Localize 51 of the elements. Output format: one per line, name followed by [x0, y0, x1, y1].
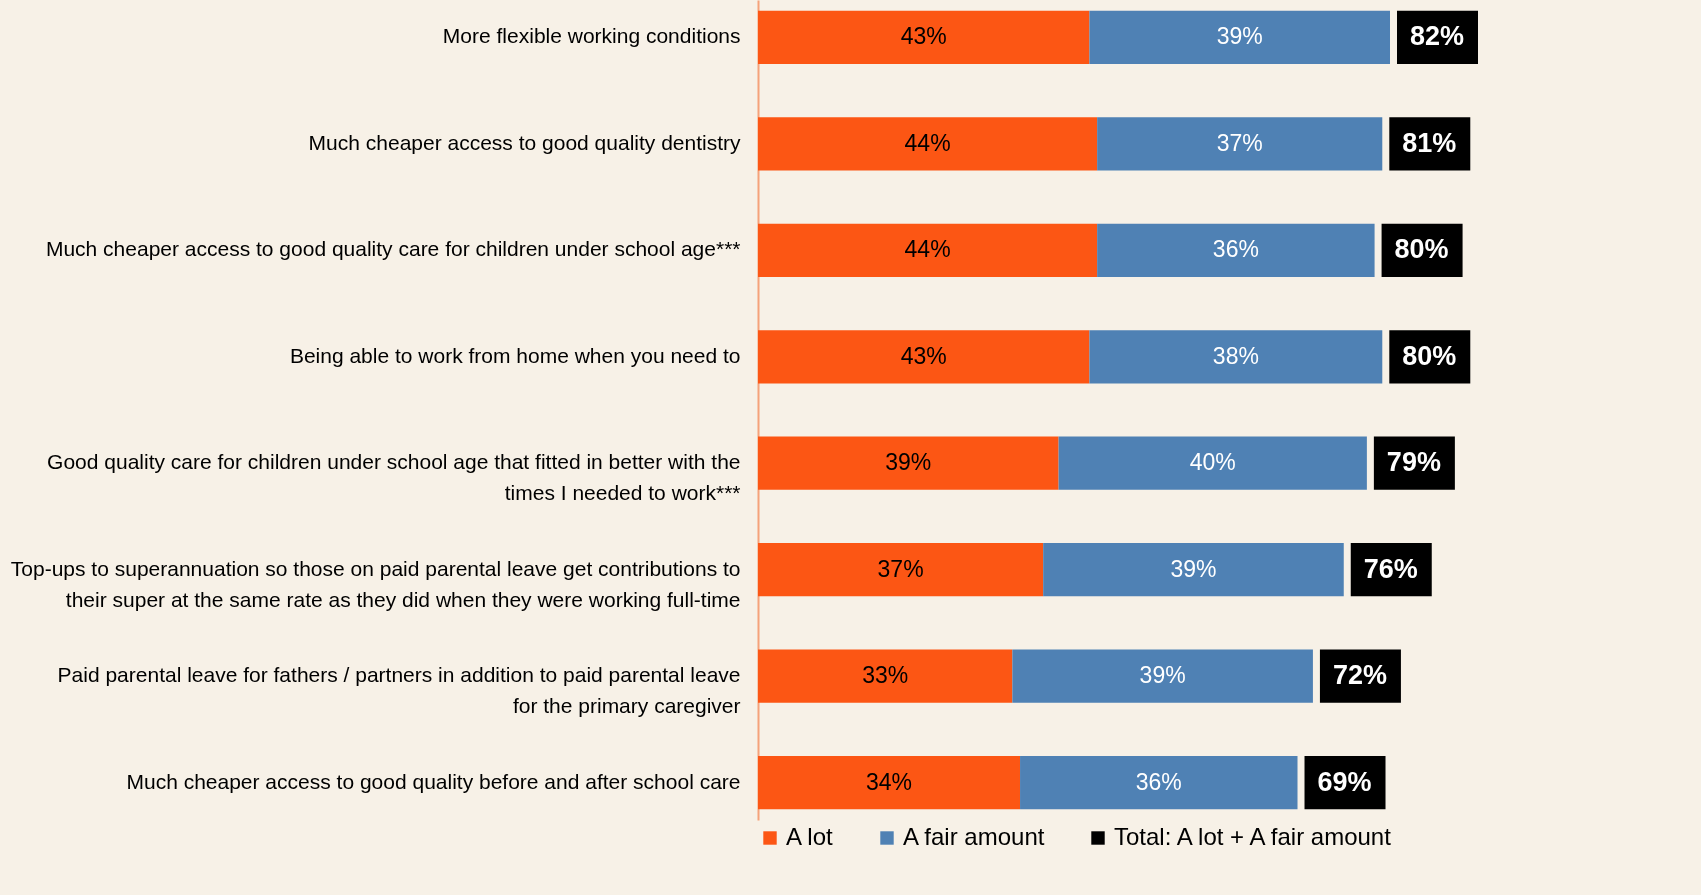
data-label: 37% — [1216, 129, 1263, 156]
data-label: 43% — [900, 342, 947, 369]
total-label: 80% — [1402, 340, 1457, 371]
text: Total: A lot + A fair amount — [1114, 823, 1392, 850]
bar — [1089, 330, 1383, 384]
data-label: 44% — [904, 129, 951, 156]
bar — [1097, 223, 1375, 277]
total-label: 81% — [1402, 127, 1457, 158]
bar — [1097, 117, 1383, 171]
total-label: 80% — [1394, 234, 1449, 265]
bar — [758, 223, 1098, 277]
data-label: 44% — [904, 236, 951, 263]
total-label: 76% — [1363, 553, 1418, 584]
legend-label: A fair amount — [903, 823, 1045, 850]
bar — [758, 117, 1098, 171]
data-label: 43% — [900, 23, 947, 50]
data-label: 36% — [1212, 236, 1259, 263]
bar — [758, 756, 1021, 810]
y-tick-label: Much cheaper access to good quality care for children under school age*** — [45, 237, 741, 261]
bar — [1012, 649, 1313, 703]
data-label: 37% — [877, 555, 924, 582]
bar — [758, 330, 1090, 384]
y-tick-label: Much cheaper access to good quality dentistry — [308, 130, 741, 154]
bar — [1089, 10, 1390, 64]
y-tick-label: Paid parental leave for fathers / partners in addition to paid parental leave for the primary caregiver — [57, 663, 741, 718]
data-label: 40% — [1189, 449, 1236, 476]
bar — [758, 10, 1090, 64]
bar — [758, 543, 1044, 597]
y-tick-label: Much cheaper access to good quality before and after school care — [126, 769, 741, 793]
data-label: 36% — [1135, 768, 1182, 795]
total-label: 72% — [1332, 660, 1387, 691]
data-label: 38% — [1212, 342, 1259, 369]
data-label: 33% — [862, 662, 909, 689]
bar — [1020, 756, 1298, 810]
total-label: 82% — [1409, 21, 1465, 52]
y-tick-label: More flexible working conditions — [442, 24, 741, 48]
total-label: 69% — [1317, 766, 1372, 797]
bar — [758, 649, 1013, 703]
data-label: 39% — [1216, 23, 1263, 50]
y-tick-label: Being able to work from home when you need to — [289, 343, 741, 367]
data-label: 39% — [1139, 662, 1186, 689]
y-tick-label: Top-ups to superannuation so those on paid parental leave get contributions to their super at the same rate as they did when they were working full-time — [10, 556, 741, 611]
y-tick-label: Good quality care for children under school age that fitted in better with the times I needed to work*** — [47, 450, 741, 505]
data-label: 39% — [885, 449, 932, 476]
bar — [1043, 543, 1344, 597]
bar — [758, 436, 1059, 490]
legend-label: A lot — [786, 823, 834, 850]
total-label: 79% — [1386, 447, 1441, 478]
data-label: 34% — [866, 768, 913, 795]
data-label: 39% — [1170, 555, 1217, 582]
bar — [1058, 436, 1367, 490]
